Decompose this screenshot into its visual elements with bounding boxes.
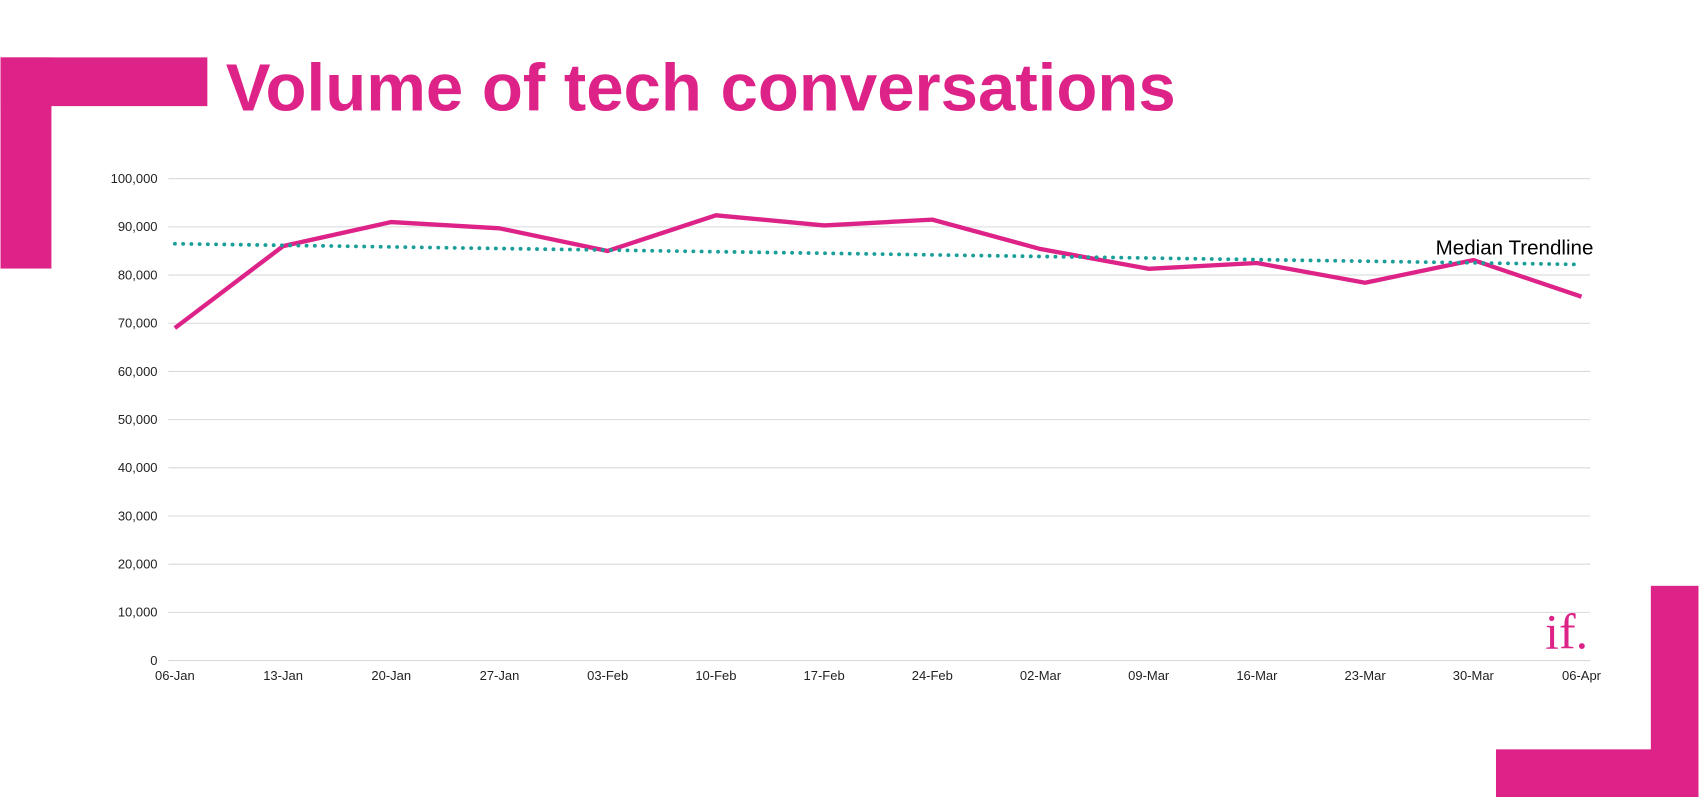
x-tick-label: 20-Jan	[371, 668, 411, 683]
y-tick-label: 50,000	[118, 412, 158, 427]
y-tick-label: 40,000	[118, 460, 158, 475]
y-tick-label: 70,000	[118, 316, 158, 331]
y-tick-label: 60,000	[118, 364, 158, 379]
x-tick-label: 06-Jan	[155, 668, 195, 683]
y-tick-label: 30,000	[118, 508, 158, 523]
decor-bar	[1495, 749, 1699, 797]
trendline	[172, 241, 1584, 267]
line	[173, 213, 1583, 330]
x-tick-label: 03-Feb	[587, 668, 628, 683]
x-tick-label: 16-Mar	[1236, 668, 1278, 683]
x-tick-label: 06-Apr	[1562, 668, 1602, 683]
x-tick-label: 09-Mar	[1128, 668, 1170, 683]
y-tick-label: 80,000	[118, 267, 158, 282]
x-tick-label: 10-Feb	[695, 668, 736, 683]
x-tick-label: 17-Feb	[804, 668, 845, 683]
x-tick-label: 23-Mar	[1345, 668, 1387, 683]
y-tick-label: 100,000	[111, 171, 158, 186]
logo: if.	[1545, 605, 1588, 660]
y-tick-label: 0	[150, 653, 157, 668]
y-tick-label: 10,000	[118, 605, 158, 620]
x-tick-label: 02-Mar	[1020, 668, 1062, 683]
y-tick-label: 20,000	[118, 557, 158, 572]
x-tick-label: 24-Feb	[912, 668, 953, 683]
chart-title: Volume of tech conversations	[226, 50, 1176, 125]
x-tick-label: 30-Mar	[1453, 668, 1495, 683]
y-tick-label: 90,000	[118, 219, 158, 234]
decor-bar	[0, 57, 52, 269]
x-tick-label: 27-Jan	[480, 668, 520, 683]
x-tick-label: 13-Jan	[263, 668, 303, 683]
series-label: Median Trendline	[1436, 237, 1594, 260]
